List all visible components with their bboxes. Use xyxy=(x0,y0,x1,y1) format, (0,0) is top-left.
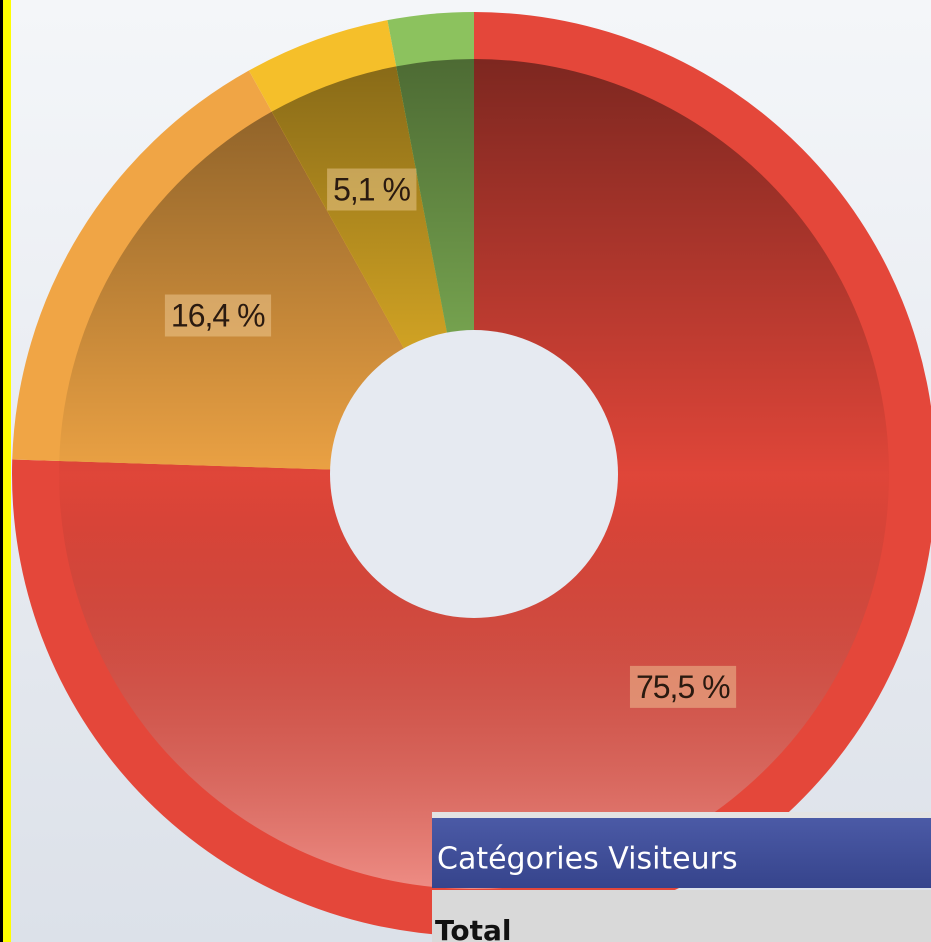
legend-item: Total xyxy=(435,914,512,942)
data-label: 5,1 % xyxy=(333,172,410,208)
legend-border xyxy=(432,812,931,818)
legend-row xyxy=(432,890,931,942)
donut-hole xyxy=(330,330,618,618)
legend: Catégories Visiteurs Total xyxy=(432,812,931,942)
legend-title: Catégories Visiteurs xyxy=(437,842,738,877)
label-background xyxy=(629,665,737,708)
label-background xyxy=(164,294,272,337)
label-background xyxy=(327,168,417,211)
edge xyxy=(0,0,3,942)
edge xyxy=(3,0,11,942)
legend-header xyxy=(432,818,931,888)
data-label: 16,4 % xyxy=(171,298,265,334)
data-label: 75,5 % xyxy=(636,669,730,705)
